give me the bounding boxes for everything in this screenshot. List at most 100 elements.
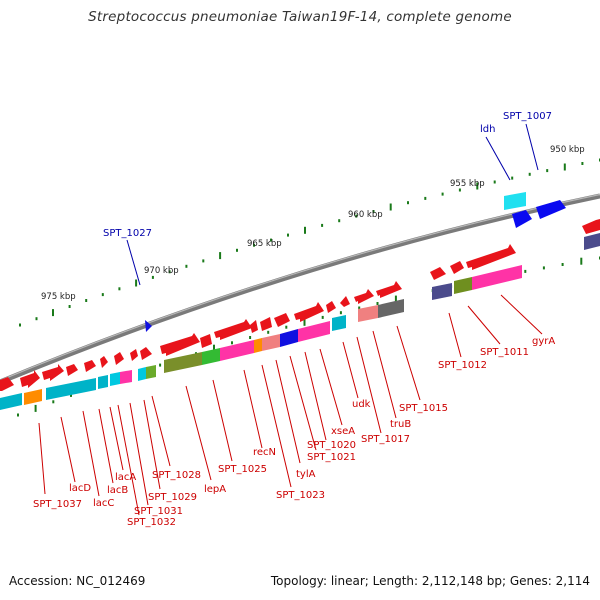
ruler-tick: [441, 192, 444, 196]
lower-ruler-tick: [358, 306, 361, 310]
lower-ruler-tick: [394, 295, 397, 303]
upper-features: [145, 192, 566, 332]
ruler-label: 955 kbp: [450, 179, 485, 189]
ruler-tick: [118, 287, 121, 291]
ruler-tick: [563, 163, 566, 171]
gene-label[interactable]: SPT_1037: [33, 499, 82, 510]
ruler-tick: [185, 264, 188, 268]
cds-arrow: [42, 364, 64, 381]
gene-label[interactable]: lacC: [93, 498, 114, 509]
cds-arrow: [130, 349, 138, 361]
lower-ruler-tick: [17, 413, 19, 417]
lower-ruler-tick: [339, 311, 342, 315]
cds-arrow: [200, 334, 212, 348]
cds-arrow: [84, 360, 96, 372]
map-title: Streptococcus pneumoniae Taiwan19F-14, c…: [88, 9, 512, 25]
gene-label[interactable]: SPT_1015: [399, 403, 448, 414]
ruler-tick: [528, 172, 531, 176]
ruler-label: 965 kbp: [247, 239, 282, 249]
ruler-tick: [546, 169, 549, 173]
gene-label[interactable]: lacD: [69, 483, 91, 494]
gene-label[interactable]: SPT_1020: [307, 440, 356, 451]
gene-label[interactable]: udk: [352, 399, 371, 410]
lower-ruler-tick: [321, 315, 324, 319]
ruler-tick: [338, 219, 341, 223]
bottom-leaders: [38, 294, 543, 516]
gene-label[interactable]: lacB: [107, 485, 128, 496]
gene-label[interactable]: SPT_1023: [276, 490, 325, 501]
ruler-tick: [458, 188, 461, 192]
gene-label[interactable]: SPT_1012: [438, 360, 487, 371]
bottom-gene-labels: gyrA SPT_1011 SPT_1012 SPT_1015 truB SPT…: [33, 336, 555, 528]
genome-summary: Topology: linear; Length: 2,112,148 bp; …: [270, 574, 590, 588]
cds-arrow: [376, 281, 402, 298]
feature-block: [146, 365, 156, 379]
ruler-tick: [35, 317, 38, 321]
lower-ruler-tick: [249, 336, 252, 339]
ruler-tick: [287, 233, 289, 237]
ruler-tick: [253, 243, 255, 247]
gene-label[interactable]: truB: [390, 419, 411, 430]
feature-block: [454, 277, 472, 294]
cds-arrow: [140, 347, 152, 360]
ruler-tick: [219, 252, 222, 260]
gene-label[interactable]: recN: [253, 447, 276, 458]
ruler-tick: [493, 180, 496, 184]
ruler-tick: [101, 293, 104, 297]
lower-ruler-tick: [52, 400, 55, 404]
lower-ruler-tick: [159, 363, 162, 367]
feature-block: [472, 265, 522, 290]
ruler-tick: [19, 323, 21, 327]
feature-block: [332, 315, 346, 331]
gene-label[interactable]: SPT_1007: [503, 111, 552, 122]
lower-ruler-tick: [561, 263, 564, 266]
feature-block: [378, 299, 404, 318]
gene-label[interactable]: lacA: [115, 472, 136, 483]
ruler-labels: 950 kbp 955 kbp 960 kbp 965 kbp 970 kbp …: [41, 145, 585, 302]
gene-label[interactable]: SPT_1011: [480, 347, 529, 358]
feature-block: [280, 329, 298, 347]
gene-label[interactable]: SPT_1028: [152, 470, 201, 481]
gene-label[interactable]: SPT_1031: [134, 506, 183, 517]
gene-label[interactable]: lepA: [204, 484, 226, 495]
lower-ruler-tick: [285, 325, 288, 329]
lower-ruler-tick: [376, 302, 379, 305]
gene-label[interactable]: xseA: [331, 426, 355, 437]
feature-marker: [145, 320, 152, 332]
cds-arrow: [260, 317, 272, 331]
feature-block: [254, 338, 262, 353]
cds-arrow: [0, 377, 14, 391]
gene-label[interactable]: SPT_1025: [218, 464, 267, 475]
gene-label[interactable]: tylA: [296, 469, 316, 480]
ruler-tick: [581, 162, 584, 165]
feature-block: [202, 348, 220, 365]
gene-label[interactable]: SPT_1021: [307, 452, 356, 463]
gene-label[interactable]: SPT_1029: [148, 492, 197, 503]
ruler-tick: [424, 196, 427, 200]
gene-label[interactable]: SPT_1027: [103, 228, 152, 239]
cds-arrow: [20, 370, 40, 388]
lower-ruler-tick: [213, 344, 215, 352]
feature-block: [432, 283, 452, 300]
ruler-tick: [476, 182, 479, 190]
gene-label[interactable]: SPT_1017: [361, 434, 410, 445]
feature-block: [262, 334, 280, 351]
cds-arrow: [430, 267, 446, 280]
ruler-tick: [321, 223, 324, 227]
feature-block: [504, 192, 526, 210]
ruler-tick: [407, 201, 409, 205]
gene-label[interactable]: gyrA: [532, 336, 555, 347]
gene-label[interactable]: ldh: [480, 124, 495, 135]
cds-arrow: [466, 244, 516, 270]
top-gene-labels: SPT_1007 ldh SPT_1027: [103, 111, 552, 239]
cds-arrow: [582, 219, 600, 234]
gene-label[interactable]: SPT_1032: [127, 517, 176, 528]
ruler-tick: [304, 226, 306, 234]
top-leaders: [126, 123, 539, 286]
lower-ruler-tick: [542, 266, 545, 270]
cds-arrow: [114, 352, 124, 365]
forward-cds-row: [0, 219, 600, 391]
cds-arrow: [160, 333, 200, 356]
lower-ruler-tick: [524, 269, 527, 273]
